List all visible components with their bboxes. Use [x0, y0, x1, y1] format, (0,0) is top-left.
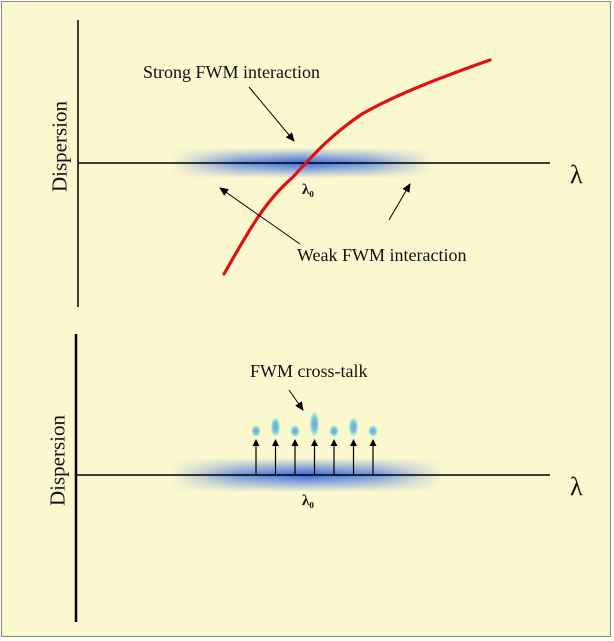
top-panel	[77, 20, 550, 307]
weak-fwm-arrow-right	[388, 183, 411, 221]
top-zero-dispersion-label: λ₀	[302, 182, 314, 198]
top-x-axis-symbol: λ	[570, 160, 583, 189]
bottom-y-axis-label: Dispersion	[45, 415, 70, 506]
crosstalk-product	[270, 417, 281, 437]
channel-arrow-head	[311, 439, 318, 446]
strong-fwm-arrow	[248, 86, 295, 142]
channel-arrow-head	[369, 439, 377, 446]
crosstalk-product	[309, 411, 320, 437]
bottom-zero-dispersion-label: λ₀	[302, 493, 314, 509]
top-y-axis-label: Dispersion	[47, 101, 72, 192]
crosstalk-arrow	[288, 389, 304, 411]
crosstalk-product	[290, 425, 300, 437]
channel-arrow-head	[330, 439, 338, 446]
channel-arrow-head	[350, 439, 357, 446]
wdm-channels	[251, 411, 378, 475]
crosstalk-product	[348, 417, 359, 437]
bottom-x-axis-symbol: λ	[570, 472, 583, 501]
channel-arrow-head	[272, 439, 279, 446]
crosstalk-product	[329, 425, 339, 437]
channel-arrow-head	[252, 439, 260, 446]
weak-fwm-arrow-left	[219, 187, 301, 245]
fwm-crosstalk-label: FWM cross-talk	[250, 361, 368, 381]
strong-fwm-label: Strong FWM interaction	[143, 62, 320, 82]
crosstalk-product	[251, 425, 261, 437]
dispersion-curve	[222, 58, 492, 276]
weak-fwm-label: Weak FWM interaction	[297, 245, 467, 265]
channel-arrow-head	[291, 439, 299, 446]
crosstalk-product	[368, 425, 378, 437]
bottom-panel	[74, 334, 550, 622]
